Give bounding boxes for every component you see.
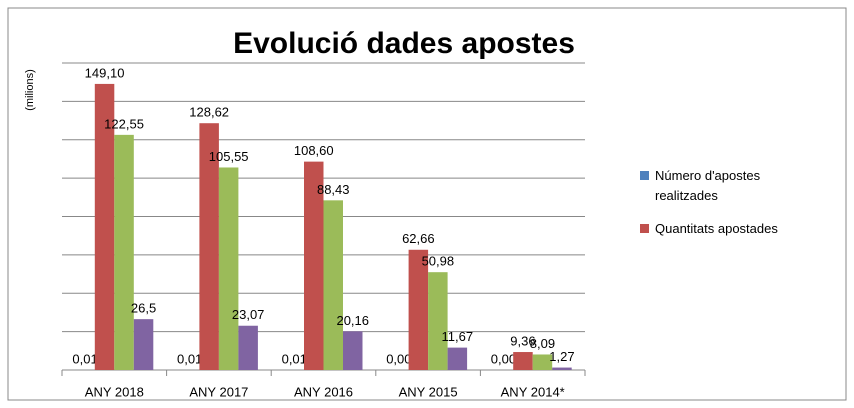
value-label: 9,36 [510, 333, 535, 348]
value-label: 26,5 [131, 301, 156, 316]
value-label: 149,10 [85, 65, 125, 80]
legend-label: Quantitats apostades [655, 221, 778, 236]
value-label: 0,01 [282, 351, 307, 366]
value-label: 20,16 [336, 313, 369, 328]
x-tick-label: ANY 2015 [399, 384, 458, 399]
bar [238, 325, 258, 370]
x-tick-label: ANY 2018 [85, 384, 144, 399]
value-label: 0,01 [177, 351, 202, 366]
value-label: 108,60 [294, 143, 334, 158]
value-label: 23,07 [232, 307, 265, 322]
x-tick-label: ANY 2014* [501, 384, 565, 399]
value-label: 0,01 [72, 351, 97, 366]
bar [552, 367, 572, 370]
y-axis-label: (milions) [24, 69, 36, 111]
chart-title: Evolució dades apostes [233, 27, 575, 60]
value-label: 0,00 [386, 351, 411, 366]
bar [447, 347, 468, 370]
value-label: 1,27 [549, 349, 574, 364]
legend-swatch [640, 171, 649, 180]
bar [199, 123, 219, 370]
value-label: 128,62 [189, 105, 229, 120]
bar [94, 83, 115, 371]
bar [304, 161, 324, 370]
bar [408, 249, 429, 370]
value-label: 105,55 [209, 149, 249, 164]
value-label: 8,09 [530, 336, 555, 351]
x-tick-label: ANY 2017 [189, 384, 248, 399]
bar [114, 134, 134, 370]
bar [323, 200, 343, 370]
value-label: 0,00 [491, 351, 516, 366]
bar [218, 167, 239, 370]
legend-label: Número d'apostes realitzades [655, 168, 761, 203]
bar [532, 354, 553, 370]
legend-item: Quantitats apostades [640, 219, 820, 239]
legend-item: Número d'apostes realitzades [640, 166, 820, 206]
value-label: 88,43 [317, 182, 350, 197]
value-label: 11,67 [442, 329, 474, 344]
bar [428, 272, 448, 370]
bar [133, 319, 154, 370]
value-label: 50,98 [422, 254, 455, 269]
bar [343, 331, 363, 370]
value-label: 122,55 [104, 116, 144, 131]
bar [513, 352, 533, 370]
legend-swatch [640, 224, 649, 233]
x-tick-label: ANY 2016 [294, 384, 353, 399]
value-label: 62,66 [402, 231, 435, 246]
